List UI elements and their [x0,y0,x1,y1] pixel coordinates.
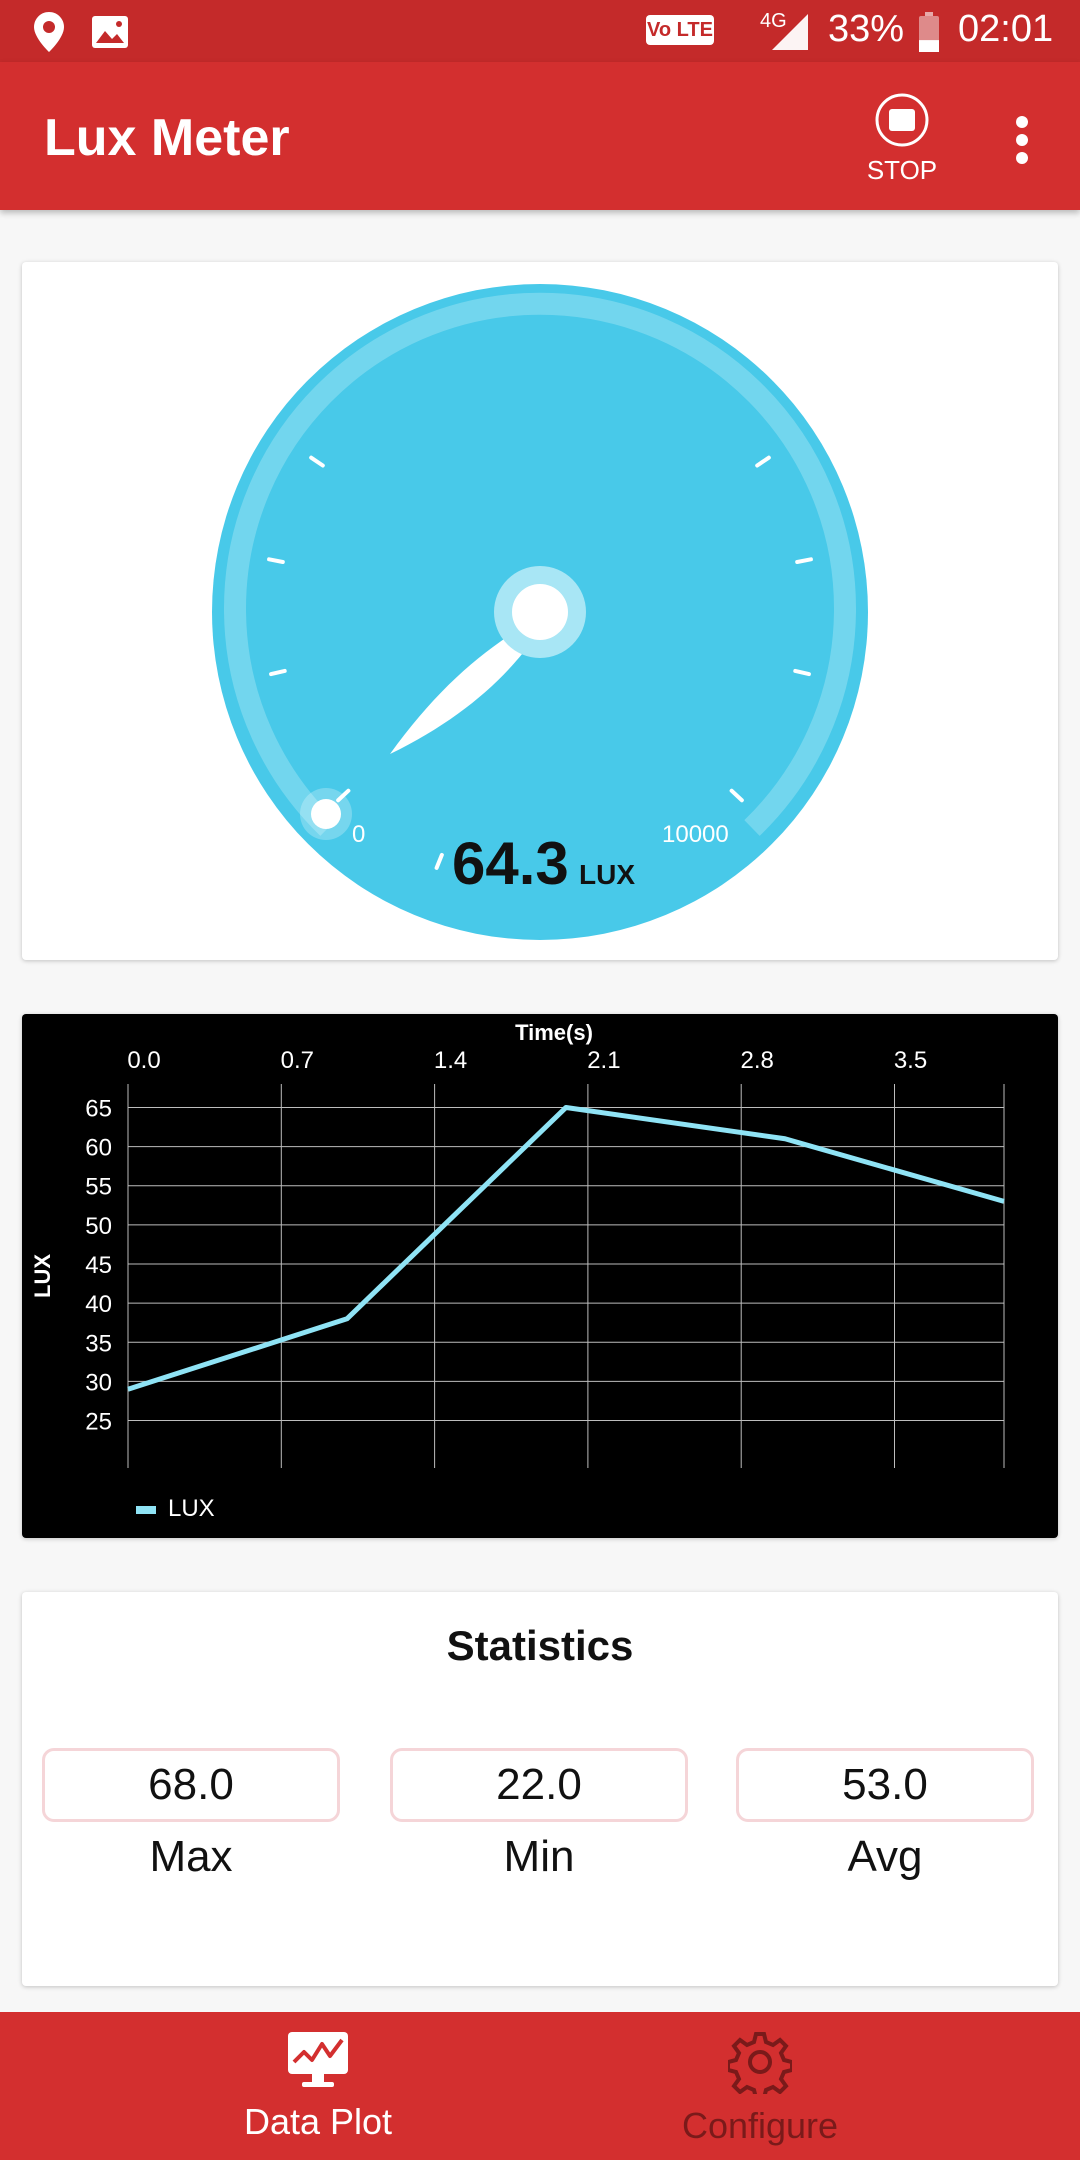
chart-monitor-icon [286,2032,350,2094]
gauge-tick [729,788,744,803]
gauge-tick [336,788,351,803]
y-tick-label: 45 [85,1252,112,1279]
status-bar: Vo LTE 4G 33% 02:01 [0,0,1080,62]
gauge-card: 0 10000 64.3 LUX [22,262,1058,960]
y-axis-title: LUX [30,1254,55,1298]
chart-series [127,1104,1005,1392]
stop-button[interactable]: STOP [860,92,944,192]
gauge-tick [795,557,813,565]
y-tick-label: 60 [85,1135,112,1162]
clock: 02:01 [958,8,1054,50]
gauge-tick [267,557,285,565]
gauge-ticks [267,455,813,870]
x-tick-label: 3.5 [894,1047,927,1074]
location-icon [34,12,64,57]
gauge-tick [309,455,325,468]
battery-percent: 33% [828,8,905,50]
network-type: 4G [760,10,787,32]
gauge-tick [755,455,771,468]
avg-value-box: 53.0 [736,1748,1034,1822]
volte-badge: Vo LTE [646,15,714,45]
x-tick-label: 2.1 [587,1047,620,1074]
x-tick-label: 1.4 [434,1047,467,1074]
gauge-tick [269,668,287,677]
gauge-max-label: 10000 [662,821,729,848]
app-title: Lux Meter [44,109,290,167]
more-options-button[interactable] [1000,112,1044,172]
lux-chart-card: Time(s) LUX 0.0 0.7 1.4 2.1 2.8 3.5 65 60 55 50 4… [22,1014,1058,1538]
gauge-tick [434,852,444,870]
nav-data-plot-label: Data Plot [243,2101,393,2142]
y-tick-label: 40 [85,1291,112,1318]
battery-icon [918,12,940,57]
more-vert-icon [1000,116,1044,176]
gauge-min-label: 0 [352,821,365,848]
image-icon [92,16,128,53]
y-tick-label: 50 [85,1213,112,1240]
bottom-navigation: Data Plot Configure [0,2012,1080,2160]
y-tick-labels: 65 60 55 50 45 40 35 30 25 [85,1095,112,1435]
min-value-box: 22.0 [390,1748,688,1822]
min-label: Min [503,1832,575,1881]
gear-icon [726,2032,794,2100]
gauge-track [224,292,856,836]
lux-line-chart: Time(s) LUX 0.0 0.7 1.4 2.1 2.8 3.5 65 60 55 50 4… [30,1020,1005,1522]
y-tick-label: 30 [85,1369,112,1396]
y-tick-label: 35 [85,1330,112,1357]
app-bar: Lux Meter STOP [0,62,1080,210]
y-tick-label: 25 [85,1409,112,1436]
gauge-unit: LUX [579,859,635,890]
nav-data-plot[interactable]: Data Plot [168,2030,468,2143]
gauge-tick [793,668,811,677]
statistics-title: Statistics [446,1622,634,1669]
y-tick-label: 55 [85,1174,112,1201]
lux-gauge: 0 10000 64.3 LUX [212,284,868,940]
gauge-indicator [311,799,341,829]
x-tick-label: 2.8 [741,1047,774,1074]
legend-label: LUX [168,1495,215,1522]
stop-icon [874,93,930,152]
x-tick-labels: 0.0 0.7 1.4 2.1 2.8 3.5 [127,1047,927,1074]
chart-grid [127,1084,1005,1468]
signal-icon [770,14,810,55]
x-tick-label: 0.7 [281,1047,314,1074]
series-line-lux [127,1104,1005,1392]
y-tick-label: 65 [85,1095,112,1122]
max-value-box: 68.0 [42,1748,340,1822]
nav-configure-label: Configure [681,2105,839,2146]
legend-swatch [136,1506,156,1514]
x-tick-label: 0.0 [127,1047,160,1074]
stop-label: STOP [866,155,938,185]
statistics-card: Statistics 68.0 Max 22.0 Min 53.0 Avg [22,1592,1058,1986]
avg-label: Avg [847,1832,923,1881]
gauge-hub [512,584,568,640]
max-label: Max [149,1832,233,1881]
nav-configure[interactable]: Configure [610,2030,910,2147]
x-axis-title: Time(s) [515,1020,593,1045]
gauge-value: 64.3 [452,830,569,897]
